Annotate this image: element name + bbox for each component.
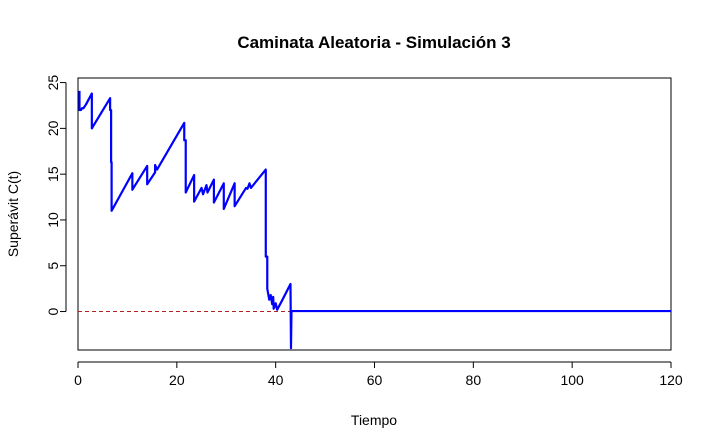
- x-tick-label: 60: [367, 372, 383, 388]
- y-tick-label: 5: [45, 262, 61, 270]
- y-tick-label: 15: [45, 166, 61, 182]
- y-axis: 0 5 10 15 20 25: [45, 75, 67, 315]
- chart-title: Caminata Aleatoria - Simulación 3: [237, 33, 510, 52]
- x-tick-label: 0: [74, 372, 82, 388]
- x-tick-label: 80: [466, 372, 482, 388]
- x-tick-label: 40: [268, 372, 284, 388]
- y-tick-label: 20: [45, 120, 61, 136]
- plot-frame: [77, 77, 672, 351]
- y-axis-label: Superávit C(t): [5, 171, 21, 257]
- series-layer: [78, 90, 671, 350]
- y-tick-label: 0: [45, 307, 61, 315]
- x-tick-label: 100: [560, 372, 584, 388]
- x-axis-label: Tiempo: [351, 412, 397, 428]
- x-tick-label: 20: [169, 372, 185, 388]
- series-line: [78, 90, 671, 350]
- y-tick-label: 10: [45, 212, 61, 228]
- x-tick-label: 120: [659, 372, 683, 388]
- x-axis: 0 20 40 60 80 100 120: [74, 361, 683, 388]
- y-tick-label: 25: [45, 75, 61, 91]
